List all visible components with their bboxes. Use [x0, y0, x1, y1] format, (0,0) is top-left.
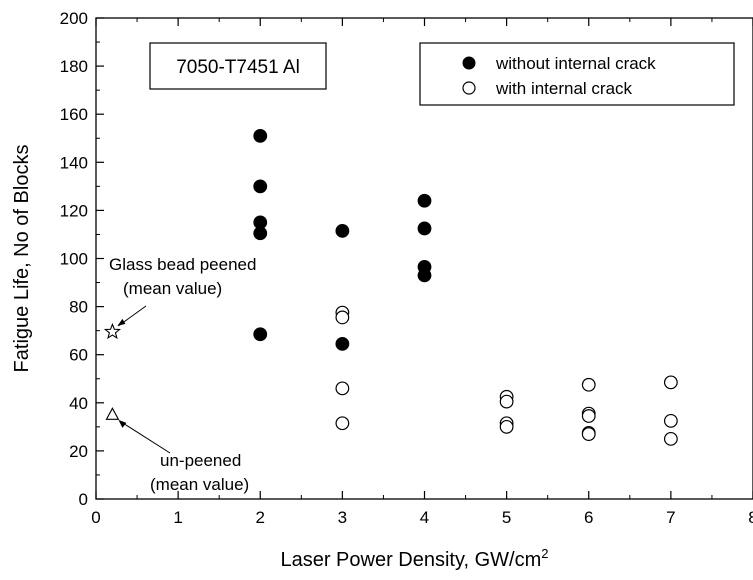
material-label-box: [149, 42, 327, 90]
point-without-crack: [417, 221, 432, 236]
point-with-crack: [335, 381, 350, 396]
point-with-crack: [581, 409, 596, 423]
x-tick-label: 4: [420, 508, 429, 527]
point-with-crack: [335, 416, 350, 431]
legend-box: [419, 42, 735, 106]
y-tick-label: 120: [60, 201, 88, 220]
legend: without internal crack with internal cra…: [419, 42, 735, 106]
point-with-crack: [663, 413, 678, 428]
y-axis-title: Fatigue Life, No of Blocks: [11, 145, 33, 373]
legend-marker-open: [462, 81, 476, 95]
y-tick-label: 140: [60, 153, 88, 172]
point-with-crack: [581, 377, 596, 392]
point-without-crack: [335, 223, 350, 238]
legend-marker-filled: [462, 56, 476, 70]
tick-labels: 012345678020406080100120140160180200: [60, 9, 753, 527]
x-tick-label: 3: [338, 508, 347, 527]
point-without-crack: [335, 336, 350, 351]
x-tick-label: 5: [502, 508, 511, 527]
unpeened-label-line2: (mean value): [150, 475, 249, 494]
y-tick-label: 200: [60, 9, 88, 28]
material-label: 7050-T7451 Al: [176, 57, 300, 78]
point-without-crack: [253, 226, 268, 241]
x-axis-title: Laser Power Density, GW/cm2: [280, 546, 548, 571]
point-with-crack: [663, 431, 678, 446]
x-tick-label: 0: [91, 508, 100, 527]
point-without-crack: [253, 128, 268, 143]
point-with-crack: [663, 375, 678, 390]
x-tick-label: 6: [584, 508, 593, 527]
glass-bead-label-line1: Glass bead peened: [109, 255, 256, 274]
y-tick-label: 80: [69, 298, 88, 317]
glass-bead-arrowhead: [117, 318, 126, 326]
x-tick-label: 7: [666, 508, 675, 527]
glass-bead-star-marker: [103, 322, 122, 340]
x-tick-label: 8: [748, 508, 753, 527]
point-without-crack: [253, 327, 268, 342]
annotations: Glass bead peened (mean value) un-peened…: [109, 255, 256, 494]
unpeened-label-line1: un-peened: [160, 451, 241, 470]
point-without-crack: [417, 268, 432, 283]
x-tick-label: 2: [256, 508, 265, 527]
point-without-crack: [253, 179, 268, 194]
unpeened-arrow-line: [119, 420, 171, 454]
point-with-crack: [499, 394, 514, 409]
legend-label-without-crack: without internal crack: [495, 54, 656, 73]
y-tick-label: 180: [60, 57, 88, 76]
unpeened-arrowhead: [118, 419, 127, 428]
y-tick-label: 60: [69, 346, 88, 365]
data-points: [103, 128, 678, 446]
y-tick-label: 100: [60, 250, 88, 269]
y-tick-label: 0: [79, 490, 88, 509]
point-with-crack: [581, 427, 596, 441]
glass-bead-label-line2: (mean value): [123, 279, 222, 298]
axis-ticks: [95, 17, 753, 500]
y-tick-label: 40: [69, 394, 88, 413]
x-tick-label: 1: [173, 508, 182, 527]
y-tick-label: 20: [69, 442, 88, 461]
legend-label-with-crack: with internal crack: [495, 79, 633, 98]
unpeened-triangle-marker: [105, 407, 120, 420]
y-tick-label: 160: [60, 105, 88, 124]
point-with-crack: [499, 419, 514, 434]
point-without-crack: [417, 193, 432, 208]
point-with-crack: [335, 310, 350, 325]
